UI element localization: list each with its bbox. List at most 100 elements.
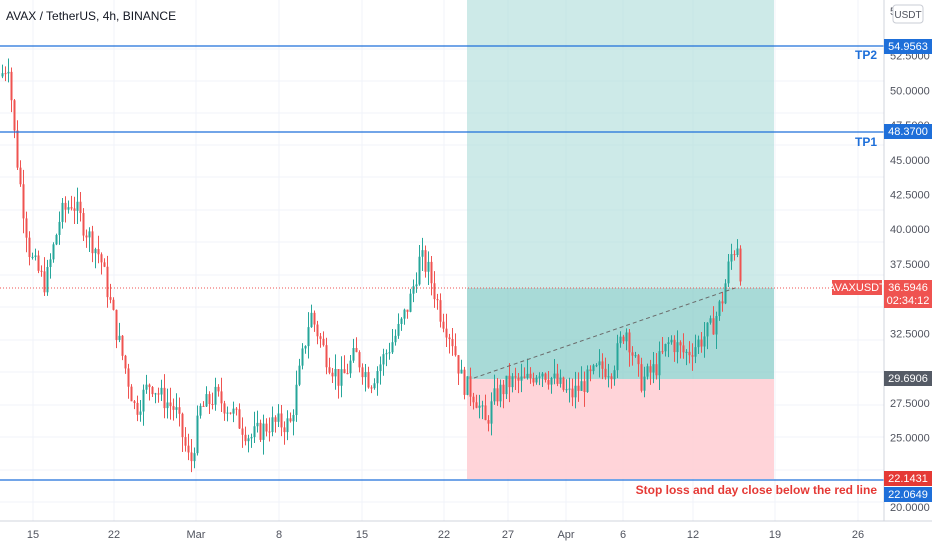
candle-body (484, 405, 487, 421)
candle-body (115, 309, 118, 340)
candle-body (589, 369, 592, 372)
candle-body (139, 411, 142, 415)
candle-body (307, 327, 310, 347)
candle-body (385, 353, 388, 355)
price-tick-label: 40.0000 (890, 224, 930, 236)
candle-body (649, 366, 652, 373)
candle-body (724, 283, 727, 304)
candle-body (535, 377, 538, 383)
candle-body (700, 339, 703, 347)
candle-body (631, 352, 634, 356)
candle-body (97, 249, 100, 255)
candle-body (112, 299, 115, 310)
candle-body (667, 342, 670, 344)
candle-body (124, 355, 127, 369)
candle-body (28, 237, 31, 257)
candle-body (616, 343, 619, 371)
candle-body (151, 387, 154, 395)
candle-body (712, 318, 715, 335)
candle-body (37, 255, 40, 271)
profit-zone[interactable] (467, 0, 774, 379)
candle-body (640, 364, 643, 391)
candle-body (214, 386, 217, 405)
candle-body (304, 346, 307, 349)
candle-body (58, 221, 61, 235)
candle-body (43, 271, 46, 293)
candle-body (478, 405, 481, 408)
candle-body (436, 299, 439, 301)
candle-body (223, 403, 226, 414)
candle-body (562, 377, 565, 390)
candle-body (517, 377, 520, 381)
candle-body (577, 385, 580, 391)
candle-body (376, 371, 379, 384)
candle-body (292, 415, 295, 422)
candle-body (715, 316, 718, 335)
candle-body (226, 412, 229, 414)
candle-body (256, 422, 259, 427)
candle-body (262, 423, 265, 440)
candle-body (160, 387, 163, 395)
candle-body (580, 381, 583, 391)
candle-body (574, 385, 577, 398)
candle-body (199, 405, 202, 416)
candle-body (289, 418, 292, 422)
time-axis-label: Mar (187, 529, 206, 541)
candle-body (4, 73, 7, 75)
candle-body (571, 388, 574, 398)
currency-button-label: USDT (894, 10, 921, 21)
candle-body (466, 376, 469, 395)
candle-body (601, 361, 604, 369)
currency-button[interactable]: USDT (892, 4, 924, 24)
candle-body (415, 284, 418, 287)
time-axis-label: Apr (557, 529, 574, 541)
candle-body (163, 387, 166, 409)
candle-body (397, 323, 400, 336)
candle-body (94, 249, 97, 254)
candle-body (283, 427, 286, 433)
time-axis-labels: 15 22 Mar 8 15 22 27 Apr 6 12 19 26 (27, 529, 864, 541)
candle-body (82, 213, 85, 236)
support-price: 22.0649 (888, 489, 928, 501)
candle-body (481, 405, 484, 407)
candle-body (553, 373, 556, 379)
candle-body (76, 201, 79, 211)
tp2-price-tag: 54.9563 (884, 39, 932, 54)
candle-body (187, 445, 190, 453)
candle-body (706, 322, 709, 337)
time-axis-label: 8 (276, 529, 282, 541)
price-tick-label: 37.5000 (890, 259, 930, 271)
candle-body (619, 336, 622, 344)
candle-body (523, 376, 526, 378)
price-axis[interactable] (884, 0, 932, 521)
candle-body (100, 254, 103, 263)
candle-body (721, 301, 724, 304)
candle-body (739, 248, 742, 282)
candle-body (502, 384, 505, 395)
time-axis[interactable] (0, 521, 932, 550)
candle-body (529, 373, 532, 379)
candle-body (130, 386, 133, 402)
candle-body (643, 376, 646, 391)
candle-body (412, 286, 415, 294)
candle-body (172, 406, 175, 410)
candle-body (103, 262, 106, 267)
candle-body (514, 376, 517, 378)
candle-body (406, 309, 409, 312)
candle-body (175, 407, 178, 410)
candle-body (610, 376, 613, 380)
candle-body (409, 293, 412, 312)
candle-body (337, 369, 340, 386)
time-axis-label: 12 (687, 529, 699, 541)
candle-body (451, 339, 454, 347)
candle-body (22, 184, 25, 219)
candle-body (532, 378, 535, 383)
candle-body (346, 373, 349, 375)
loss-zone[interactable] (467, 379, 774, 479)
candle-body (367, 372, 370, 388)
candle-body (688, 351, 691, 356)
candle-body (40, 270, 43, 272)
tp1-price: 48.3700 (888, 126, 928, 138)
